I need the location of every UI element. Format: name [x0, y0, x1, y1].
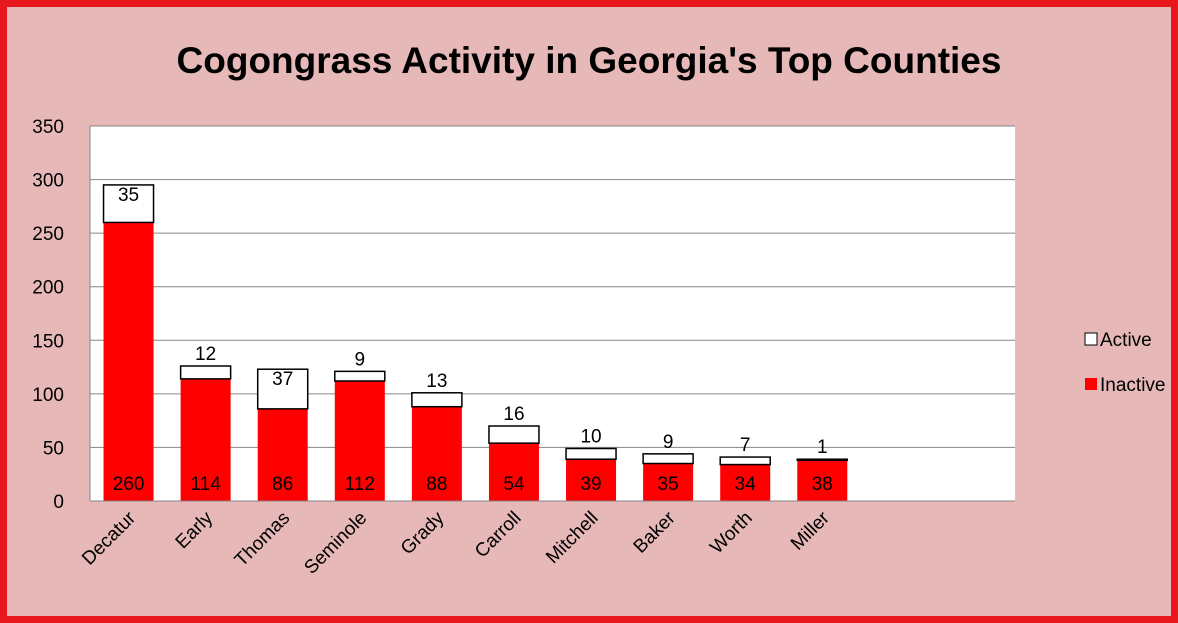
y-tick-label: 0 — [53, 492, 64, 513]
chart-title: Cogongrass Activity in Georgia's Top Cou… — [176, 40, 1002, 81]
bar-active — [411, 392, 463, 408]
data-label-inactive: 54 — [503, 474, 525, 495]
data-label-active: 13 — [426, 371, 447, 392]
bar-active — [796, 458, 849, 462]
bar-active — [256, 368, 309, 410]
x-tick-label: Miller — [787, 507, 834, 554]
data-label-inactive: 35 — [658, 474, 679, 495]
bar-active — [642, 453, 694, 465]
bar-inactive — [566, 459, 617, 501]
x-tick-label: Thomas — [231, 508, 294, 571]
x-tick-label: Grady — [397, 507, 449, 559]
bar-active — [719, 456, 771, 466]
bar-inactive — [643, 463, 694, 501]
bar-active — [334, 370, 386, 382]
legend-label: Active — [1100, 330, 1152, 351]
x-tick-label: Carroll — [471, 508, 525, 562]
y-tick-label: 250 — [32, 224, 64, 245]
y-tick-label: 300 — [32, 171, 64, 192]
data-label-active: 9 — [663, 432, 674, 453]
data-label-active: 12 — [195, 344, 216, 365]
data-label-inactive: 114 — [190, 474, 221, 495]
y-tick-label: 50 — [43, 438, 64, 459]
x-tick-label: Early — [172, 507, 218, 553]
data-label-active: 37 — [272, 369, 293, 390]
legend-label: Inactive — [1100, 375, 1165, 396]
bars: 260 35 114 12 86 37 112 9 88 13 54 16 39 10 35 9 34 7 38 1 — [102, 184, 849, 501]
bar-active — [102, 184, 155, 224]
bar-inactive — [334, 381, 385, 501]
bar-active — [565, 447, 617, 460]
y-tick-label: 150 — [32, 331, 64, 352]
legend-swatch — [1084, 332, 1098, 346]
y-tick-label: 350 — [32, 117, 64, 138]
data-label-inactive: 88 — [426, 474, 447, 495]
bar-inactive — [797, 460, 848, 501]
bar-active — [179, 365, 232, 380]
data-label-active: 9 — [355, 349, 366, 370]
data-label-active: 16 — [503, 404, 524, 425]
data-label-inactive: 39 — [580, 474, 601, 495]
data-label-inactive: 34 — [735, 474, 757, 495]
gridlines — [90, 125, 1015, 448]
x-tick-label: Baker — [630, 507, 680, 557]
bar-inactive — [180, 378, 231, 501]
x-tick-label: Worth — [706, 508, 756, 558]
data-label-active: 10 — [580, 427, 601, 448]
plot-area — [90, 126, 1015, 501]
y-tick-label: 100 — [32, 385, 64, 406]
legend-swatch — [1085, 378, 1097, 390]
data-label-active: 35 — [118, 185, 139, 206]
legend: Active Inactive — [1084, 330, 1165, 396]
data-label-active: 1 — [817, 437, 828, 458]
x-tick-label: Mitchell — [542, 508, 602, 568]
y-axis: 0 50 100 150 200 250 300 350 — [32, 117, 91, 513]
bar-inactive — [411, 406, 462, 501]
y-tick-label: 200 — [32, 278, 64, 299]
data-label-inactive: 38 — [812, 474, 833, 495]
bar-inactive — [257, 408, 308, 501]
x-axis: Decatur Early Thomas Seminole Grady Carroll Mi… — [78, 500, 1015, 579]
bar-inactive — [720, 464, 771, 501]
data-label-inactive: 112 — [345, 474, 375, 495]
x-tick-label: Decatur — [78, 507, 140, 569]
data-label-inactive: 86 — [272, 474, 293, 495]
data-label-active: 7 — [740, 435, 751, 456]
data-label-inactive: 260 — [113, 474, 145, 495]
bar-inactive — [103, 222, 154, 501]
bar-inactive — [488, 443, 539, 501]
bar-active — [488, 425, 540, 444]
x-tick-label: Seminole — [300, 508, 371, 579]
